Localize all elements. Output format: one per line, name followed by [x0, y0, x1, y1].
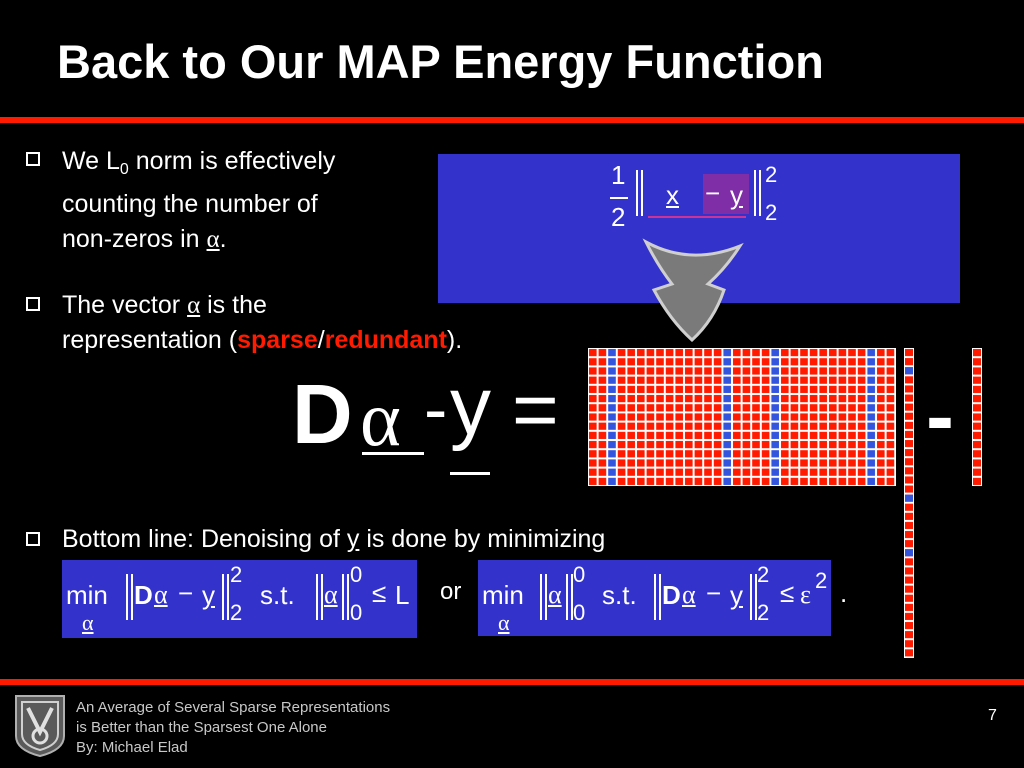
bullet-icon — [26, 152, 40, 166]
y-underline — [450, 472, 490, 475]
bullet-3: Bottom line: Denoising of y is done by m… — [62, 522, 605, 557]
page-number: 7 — [988, 706, 997, 726]
title-divider — [0, 117, 1024, 123]
equals-sign: = — [512, 370, 559, 450]
signal-vector-y — [972, 348, 982, 486]
footer-divider — [0, 679, 1024, 685]
bullet-1: We L0 norm is effectively counting the n… — [62, 144, 422, 257]
bullet-icon — [26, 532, 40, 546]
minus-sign-right: - — [926, 374, 954, 458]
sparse-vector-alpha — [904, 348, 914, 658]
bullet-icon — [26, 297, 40, 311]
minus-sign: - — [424, 374, 447, 444]
dictionary-symbol: D — [292, 372, 353, 456]
footer-text: An Average of Several Sparse Representat… — [76, 698, 390, 758]
or-text: or — [440, 578, 461, 606]
formula-2-box: min α α 0 0 s.t. D α − y 2 2 ≤ ε 2 — [478, 560, 831, 636]
alpha-symbol: α — [360, 380, 401, 458]
formula-period: . — [840, 578, 847, 609]
technion-logo-icon — [12, 692, 68, 758]
alpha-underline — [362, 452, 424, 455]
signal-y-symbol: y — [450, 366, 491, 448]
arrow-down-icon — [628, 228, 758, 346]
formula-1-box: min α D α − y 2 2 s.t. α 0 0 ≤ L — [62, 560, 417, 638]
dictionary-matrix — [588, 348, 896, 486]
slide-title: Back to Our MAP Energy Function — [57, 38, 824, 85]
